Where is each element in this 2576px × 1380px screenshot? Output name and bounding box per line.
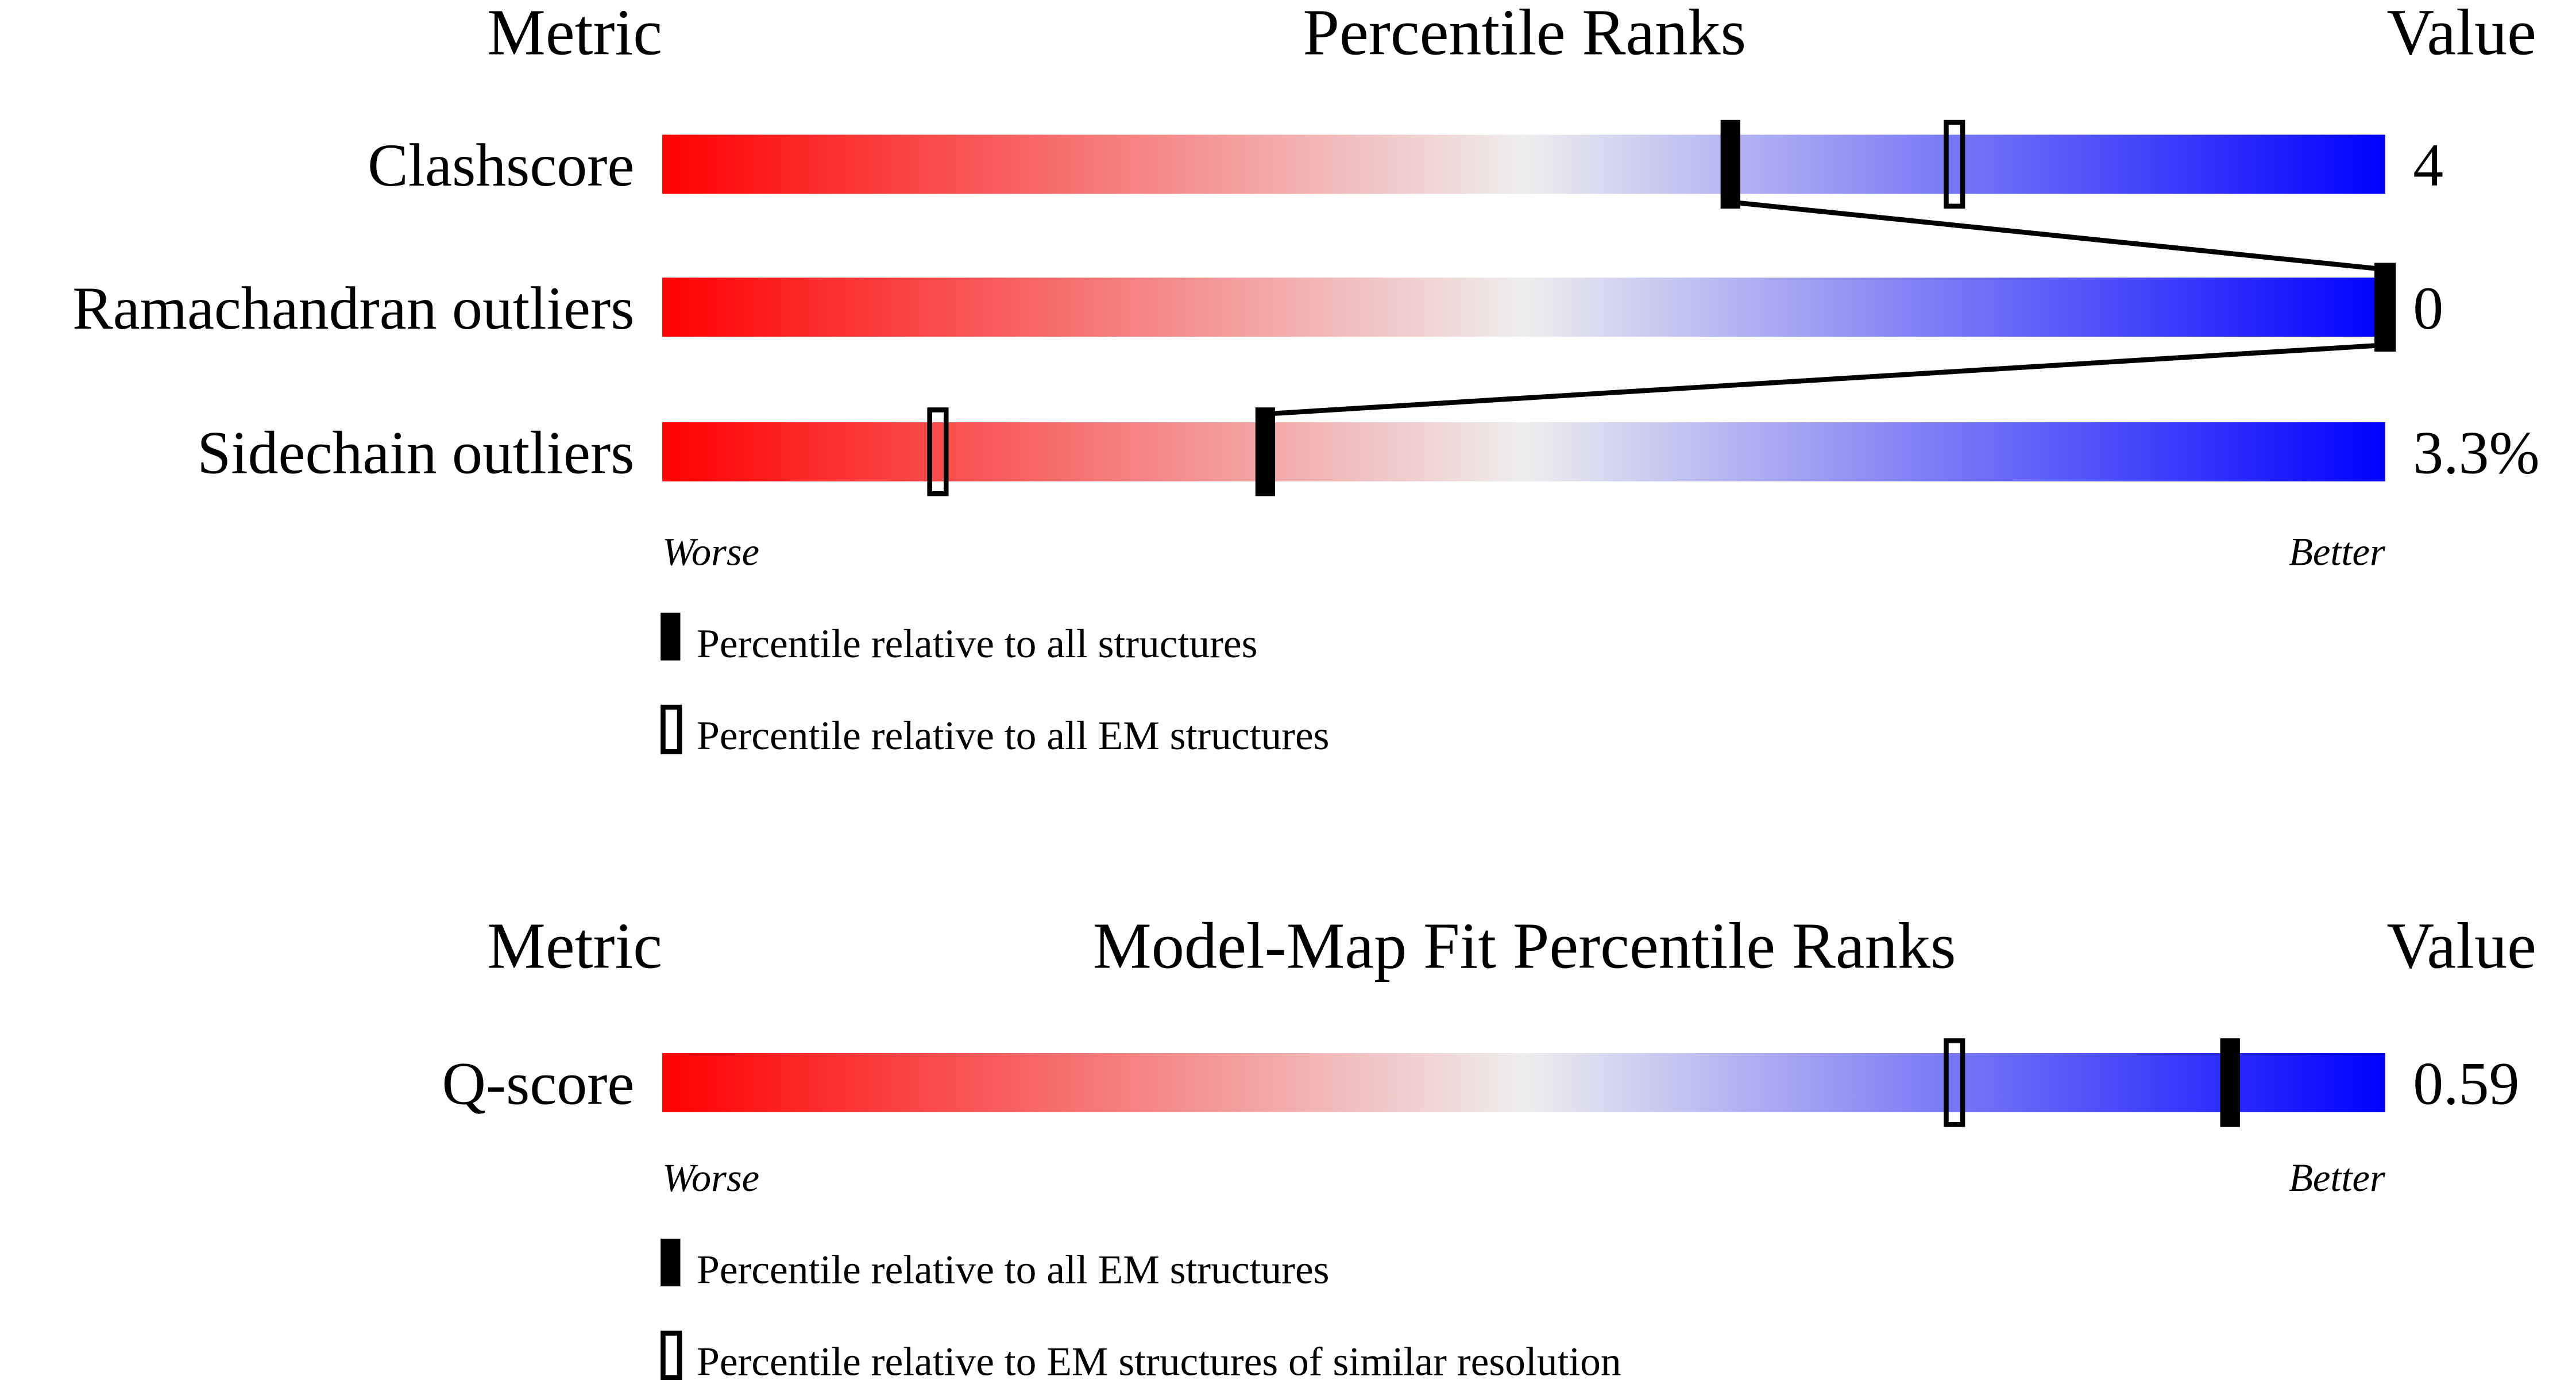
legend-hollow-marker xyxy=(661,704,682,754)
metric-label: Ramachandran outliers xyxy=(72,275,634,342)
metric-header: Metric xyxy=(487,0,662,68)
better-label: Better xyxy=(2289,1156,2385,1200)
legend-filled-marker xyxy=(661,1239,681,1287)
legend-filled-marker xyxy=(661,612,681,661)
metric-label: Clashscore xyxy=(368,132,634,199)
percentile-bar xyxy=(662,277,2385,337)
panel-geometry: Metric Percentile Ranks Value Clashscore… xyxy=(72,0,2540,758)
legend-filled-label: Percentile relative to all structures xyxy=(697,621,1257,666)
metric-header: Metric xyxy=(487,909,662,982)
legend-hollow-marker xyxy=(661,1331,682,1380)
value-header: Value xyxy=(2387,909,2536,982)
connector-line xyxy=(1265,342,2385,417)
legend-hollow-label: Percentile relative to all EM structures xyxy=(697,713,1329,758)
metric-value: 0.59 xyxy=(2413,1050,2519,1117)
worse-label: Worse xyxy=(662,530,759,574)
metric-value: 4 xyxy=(2413,132,2443,199)
metric-row: Clashscore 4 xyxy=(368,120,2443,209)
chart-title: Model-Map Fit Percentile Ranks xyxy=(1093,909,1956,982)
panel-fit: Metric Model-Map Fit Percentile Ranks Va… xyxy=(442,909,2536,1380)
marker-filled xyxy=(2375,263,2395,352)
marker-hollow xyxy=(927,407,949,496)
marker-filled xyxy=(1255,407,1276,496)
connector-line xyxy=(1730,199,2386,272)
legend-hollow-label: Percentile relative to EM structures of … xyxy=(697,1339,1621,1380)
metric-value: 3.3% xyxy=(2413,419,2539,487)
legend-filled-label: Percentile relative to all EM structures xyxy=(697,1247,1329,1292)
value-header: Value xyxy=(2387,0,2536,68)
metric-row: Sidechain outliers 3.3% xyxy=(197,407,2540,496)
marker-filled xyxy=(2220,1038,2240,1127)
marker-hollow xyxy=(1944,120,1965,209)
percentile-bar xyxy=(662,422,2385,481)
metric-row: Ramachandran outliers 0 xyxy=(72,263,2443,352)
metric-label: Q-score xyxy=(442,1050,635,1117)
marker-filled xyxy=(1720,120,1740,209)
metric-row: Q-score 0.59 xyxy=(442,1038,2519,1127)
chart-title: Percentile Ranks xyxy=(1303,0,1746,68)
metric-value: 0 xyxy=(2413,275,2443,342)
worse-label: Worse xyxy=(662,1156,759,1200)
percentile-bar xyxy=(662,1053,2385,1112)
better-label: Better xyxy=(2289,530,2385,574)
percentile-bar xyxy=(662,134,2385,194)
marker-hollow xyxy=(1944,1038,1965,1127)
metric-label: Sidechain outliers xyxy=(197,419,634,487)
